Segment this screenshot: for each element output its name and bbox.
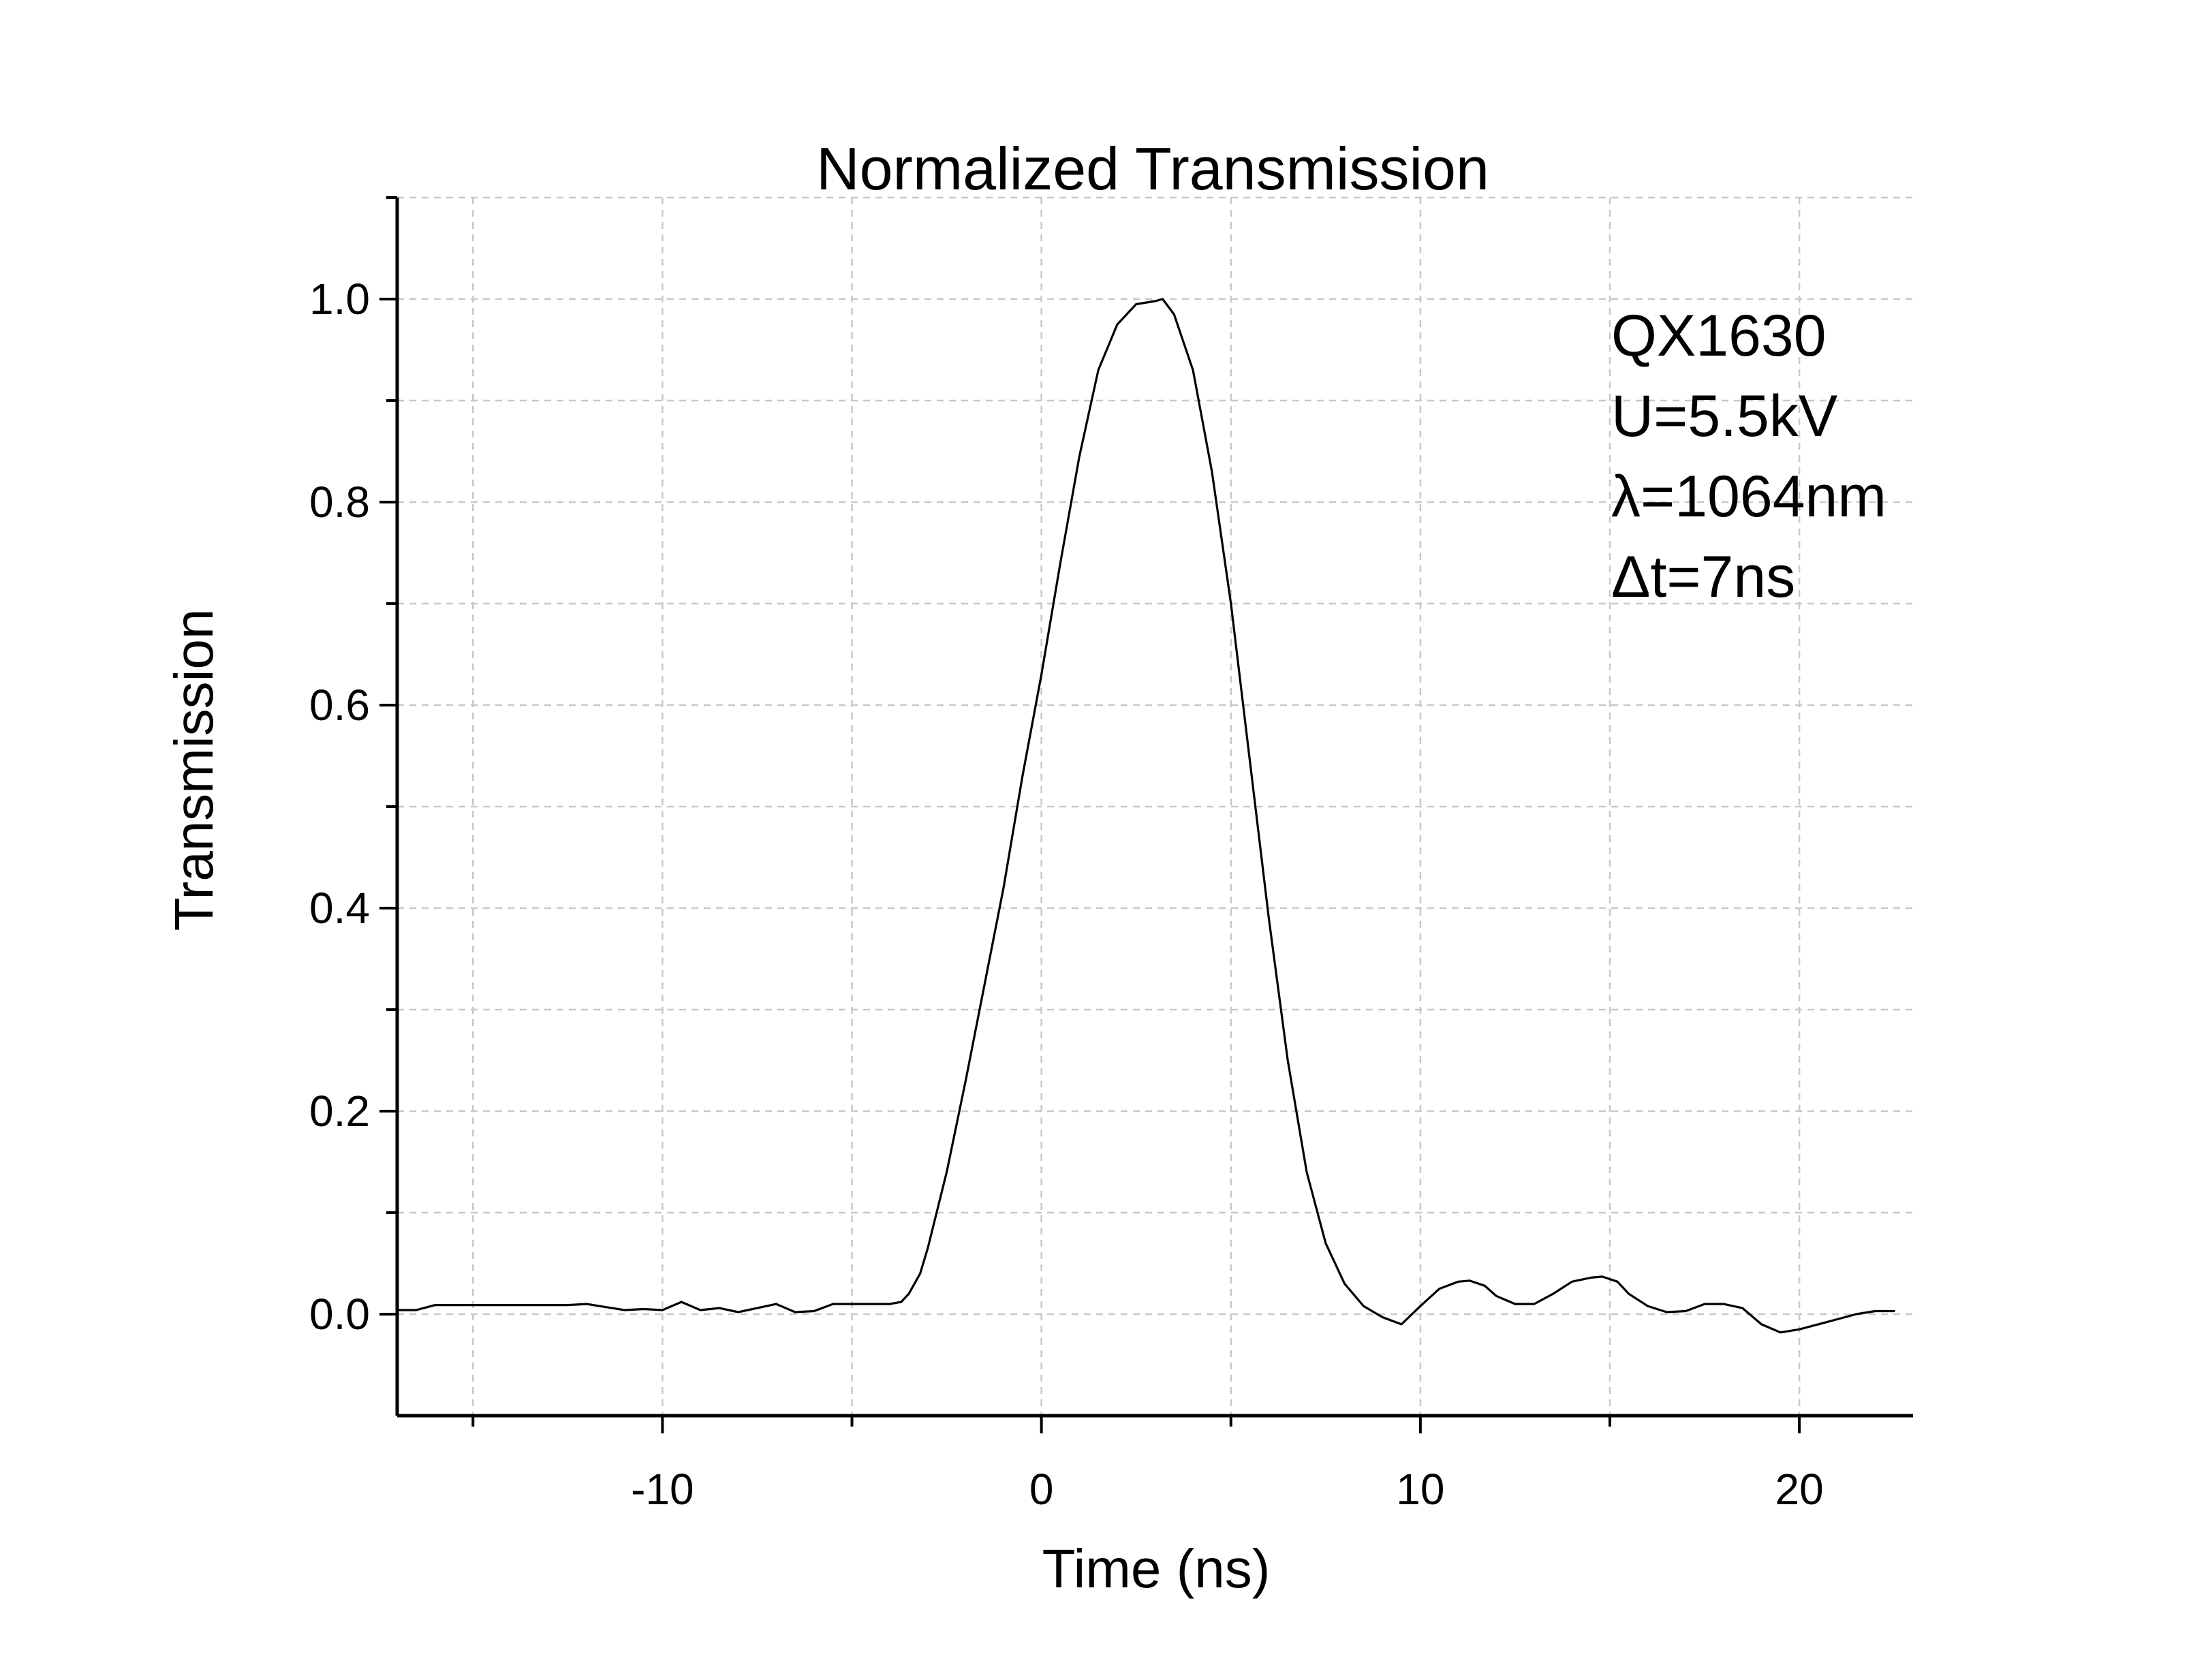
x-tick-label: 0: [1029, 1465, 1054, 1514]
annotation-block: QX1630 U=5.5kV λ=1064nm Δt=7ns: [1611, 303, 1886, 610]
x-tick-label: -10: [631, 1465, 694, 1514]
annotation-pulse-width: Δt=7ns: [1611, 544, 1795, 610]
grid-lines: [397, 196, 1913, 1416]
x-axis-title: Time (ns): [1042, 1538, 1271, 1599]
tick-labels: -10 0 10 20 0.0 0.2 0.4 0.6 0.8 1.0: [309, 275, 1824, 1514]
annotation-model: QX1630: [1611, 303, 1827, 369]
y-tick-label: 0.8: [309, 478, 370, 527]
y-axis-title: Transmission: [164, 609, 224, 931]
x-tick-label: 20: [1775, 1465, 1824, 1514]
series-layer: [396, 298, 1895, 1334]
chart-title: Normalized Transmission: [816, 135, 1489, 202]
y-tick-label: 0.6: [309, 681, 370, 730]
annotation-wavelength: λ=1064nm: [1611, 464, 1886, 529]
transmission-series-line: [396, 298, 1895, 1334]
y-tick-label: 1.0: [309, 275, 370, 324]
y-tick-label: 0.0: [309, 1290, 370, 1339]
y-tick-label: 0.4: [309, 884, 370, 933]
y-tick-label: 0.2: [309, 1087, 370, 1136]
axes: [379, 196, 1913, 1433]
x-tick-label: 10: [1396, 1465, 1444, 1514]
annotation-voltage: U=5.5kV: [1611, 384, 1837, 449]
